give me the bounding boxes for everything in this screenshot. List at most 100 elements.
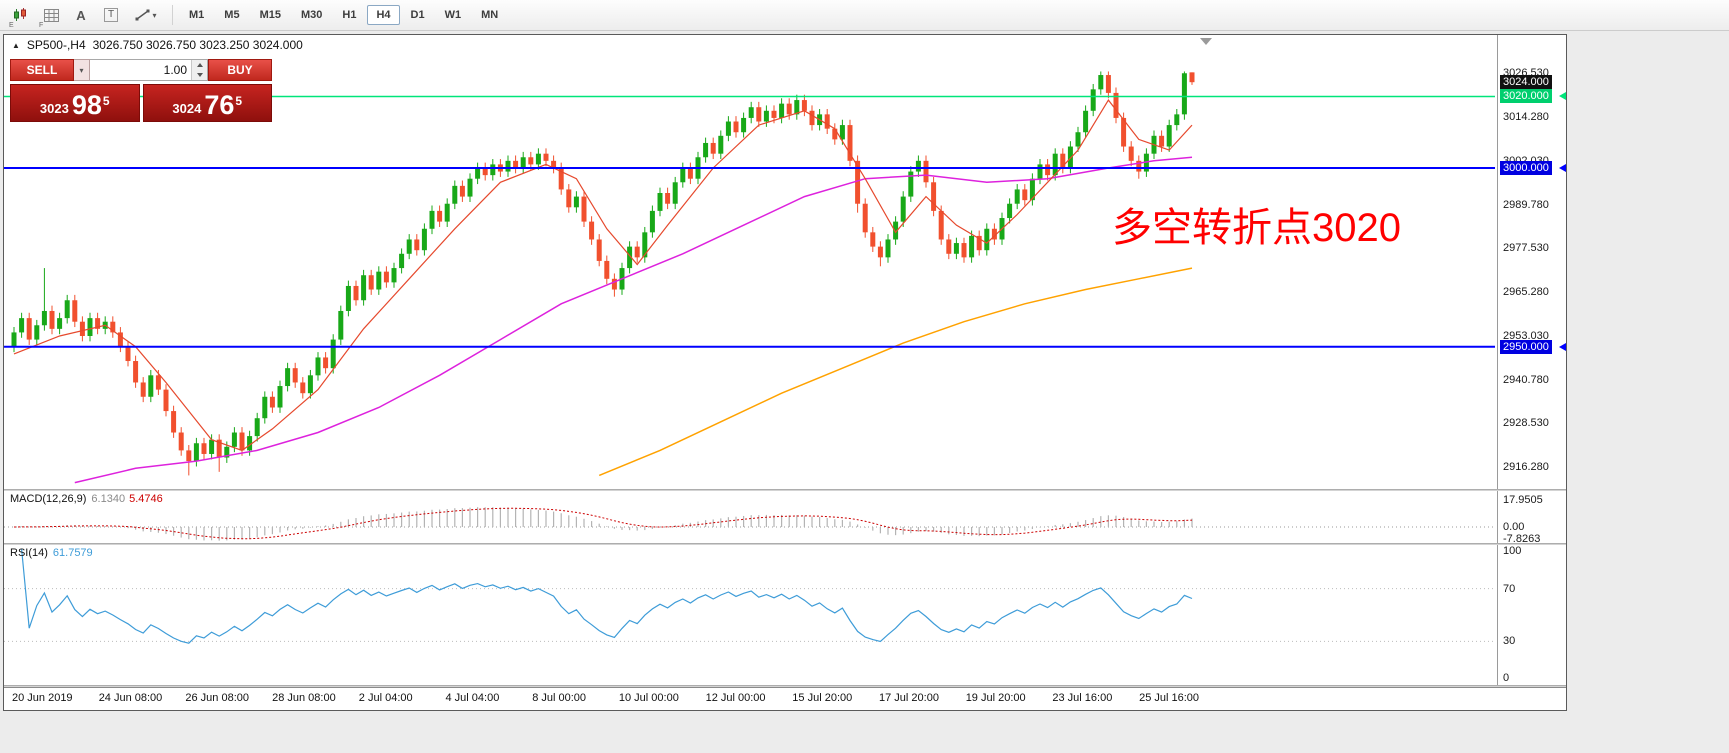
time-label: 15 Jul 20:00 — [792, 692, 853, 704]
draw-tools-caret-icon: ▾ — [152, 10, 157, 20]
pane-separator[interactable] — [4, 489, 1566, 491]
level-arrow-icon — [1559, 342, 1566, 351]
rsi-label: RSI(14) 61.7579 — [10, 547, 93, 559]
bid-big-digits: 98 — [71, 90, 102, 120]
ask-prefix: 3024 — [172, 101, 202, 116]
candles — [11, 71, 1195, 476]
up-arrow-icon — [196, 63, 203, 67]
macd-signal-line — [13, 507, 1193, 540]
time-axis[interactable]: 20 Jun 2019 24 Jun 08:00 26 Jun 08:00 28 Ju… — [4, 687, 1566, 710]
rsi-scale[interactable]: 100 70 30 0 — [1497, 545, 1566, 685]
trendline-glyph — [135, 9, 150, 21]
timeframe-H1[interactable]: H1 — [342, 9, 357, 21]
macd-canvas[interactable] — [4, 491, 1495, 543]
rsi-line — [21, 548, 1193, 644]
macd-name: MACD(12,26,9) — [10, 493, 87, 505]
ask-big-digits: 76 — [204, 90, 235, 120]
time-label: 2 Jul 04:00 — [358, 692, 413, 704]
bid-price-panel[interactable]: 3023 98 5 — [10, 84, 140, 122]
ohlc-values: 3026.750 3026.750 3023.250 3024.000 — [92, 38, 303, 52]
price-badge-green: 3020.000 — [1500, 89, 1552, 104]
annotation-text[interactable]: 多空转折点3020 — [1112, 206, 1401, 250]
volume-field[interactable]: 1.00 — [90, 59, 208, 81]
bid-prefix: 3023 — [39, 101, 69, 116]
one-click-trading-widget: SELL ▾ 1.00 BUY 3023 98 5 — [10, 59, 272, 122]
timeframe-W1[interactable]: W1 — [444, 9, 462, 21]
pane-separator[interactable] — [4, 685, 1566, 687]
text-tool-letter: T — [103, 8, 119, 22]
rsi-tick: 100 — [1503, 545, 1522, 557]
symbol-period-label: SP500-,H4 — [26, 38, 86, 52]
timeframe-M30[interactable]: M30 — [300, 9, 323, 21]
time-label: 26 Jun 08:00 — [185, 692, 250, 704]
price-tick: 2989.780 — [1503, 198, 1549, 211]
grid-glyph — [43, 8, 59, 22]
collapse-trade-panel-icon[interactable]: ▲ — [12, 40, 20, 50]
chart-window: ▲ SP500-,H4 3026.750 3026.750 3023.250 3… — [3, 34, 1567, 711]
ma-mid — [74, 156, 1193, 484]
volume-stepper — [191, 60, 207, 80]
price-pane: ▲ SP500-,H4 3026.750 3026.750 3023.250 3… — [4, 35, 1566, 489]
timeframe-M5[interactable]: M5 — [224, 9, 240, 21]
price-chart-canvas[interactable] — [4, 35, 1495, 489]
macd-main-value: 6.1340 — [91, 493, 126, 505]
volume-value[interactable]: 1.00 — [163, 63, 187, 77]
price-badge-blue: 3000.000 — [1500, 160, 1552, 175]
macd-scale[interactable]: 17.9505 0.00 -7.8263 — [1497, 491, 1566, 545]
time-label: 12 Jul 00:00 — [705, 692, 766, 704]
price-tick: 2940.780 — [1503, 373, 1549, 386]
price-badge-blue: 2950.000 — [1500, 339, 1552, 354]
rsi-pane: RSI(14) 61.7579 100 70 30 0 — [4, 545, 1566, 685]
price-tick: 3014.280 — [1503, 110, 1549, 123]
pane-separator[interactable] — [4, 543, 1566, 545]
time-label: 10 Jul 00:00 — [618, 692, 679, 704]
macd-histogram — [21, 507, 1193, 541]
rsi-tick: 30 — [1503, 635, 1516, 648]
price-tick: 2965.280 — [1503, 286, 1549, 299]
draw-tools-icon[interactable]: ▾ — [127, 2, 165, 28]
time-label: 24 Jun 08:00 — [98, 692, 163, 704]
time-label: 8 Jul 00:00 — [532, 692, 587, 704]
grid-badge: F — [39, 22, 44, 29]
rsi-canvas[interactable] — [4, 545, 1495, 685]
rsi-value: 61.7579 — [52, 547, 93, 559]
candlestick-glyph — [14, 8, 26, 21]
time-label: 19 Jul 20:00 — [965, 692, 1026, 704]
chart-mode-icon[interactable]: E — [7, 2, 35, 29]
level-arrow-icon — [1559, 92, 1566, 101]
sell-button[interactable]: SELL — [10, 59, 74, 81]
timeframe-H4[interactable]: H4 — [367, 5, 400, 25]
macd-tick: -7.8263 — [1503, 532, 1541, 545]
ma-fast — [13, 99, 1193, 452]
price-scale[interactable]: 3026.5303014.2803002.0302989.7802977.530… — [1497, 35, 1566, 489]
grid-icon[interactable]: F — [37, 2, 65, 29]
macd-signal-value: 5.4746 — [129, 493, 163, 505]
macd-tick: 17.9505 — [1503, 494, 1543, 507]
down-arrow-icon — [196, 73, 203, 77]
macd-label: MACD(12,26,9) 6.1340 5.4746 — [10, 493, 163, 505]
timeframe-M15[interactable]: M15 — [259, 9, 281, 21]
timeframe-M1[interactable]: M1 — [189, 9, 205, 21]
price-tick: 2916.280 — [1503, 461, 1549, 474]
ask-price-panel[interactable]: 3024 76 5 — [142, 84, 272, 122]
volume-dropdown-button[interactable]: ▾ — [74, 59, 90, 81]
time-label: 28 Jun 08:00 — [272, 692, 336, 704]
text-tool-icon[interactable]: T — [97, 2, 125, 28]
rsi-name: RSI(14) — [10, 547, 48, 559]
font-tool-letter: A — [76, 7, 86, 23]
chart-mode-badge: E — [9, 22, 14, 29]
timeframe-MN[interactable]: MN — [481, 9, 499, 21]
ma-slow — [598, 267, 1193, 477]
volume-down-button[interactable] — [192, 70, 207, 80]
price-tick: 2953.030 — [1503, 329, 1549, 342]
font-tool-icon[interactable]: A — [67, 2, 95, 28]
time-label: 17 Jul 20:00 — [879, 692, 939, 704]
time-label: 25 Jul 16:00 — [1139, 692, 1200, 704]
price-badge-current: 3024.000 — [1500, 75, 1552, 90]
volume-up-button[interactable] — [192, 60, 207, 70]
timeframe-D1[interactable]: D1 — [410, 9, 425, 21]
rsi-tick: 0 — [1503, 672, 1510, 684]
buy-button[interactable]: BUY — [208, 59, 272, 81]
bar-shift-marker-icon[interactable] — [1200, 38, 1212, 45]
